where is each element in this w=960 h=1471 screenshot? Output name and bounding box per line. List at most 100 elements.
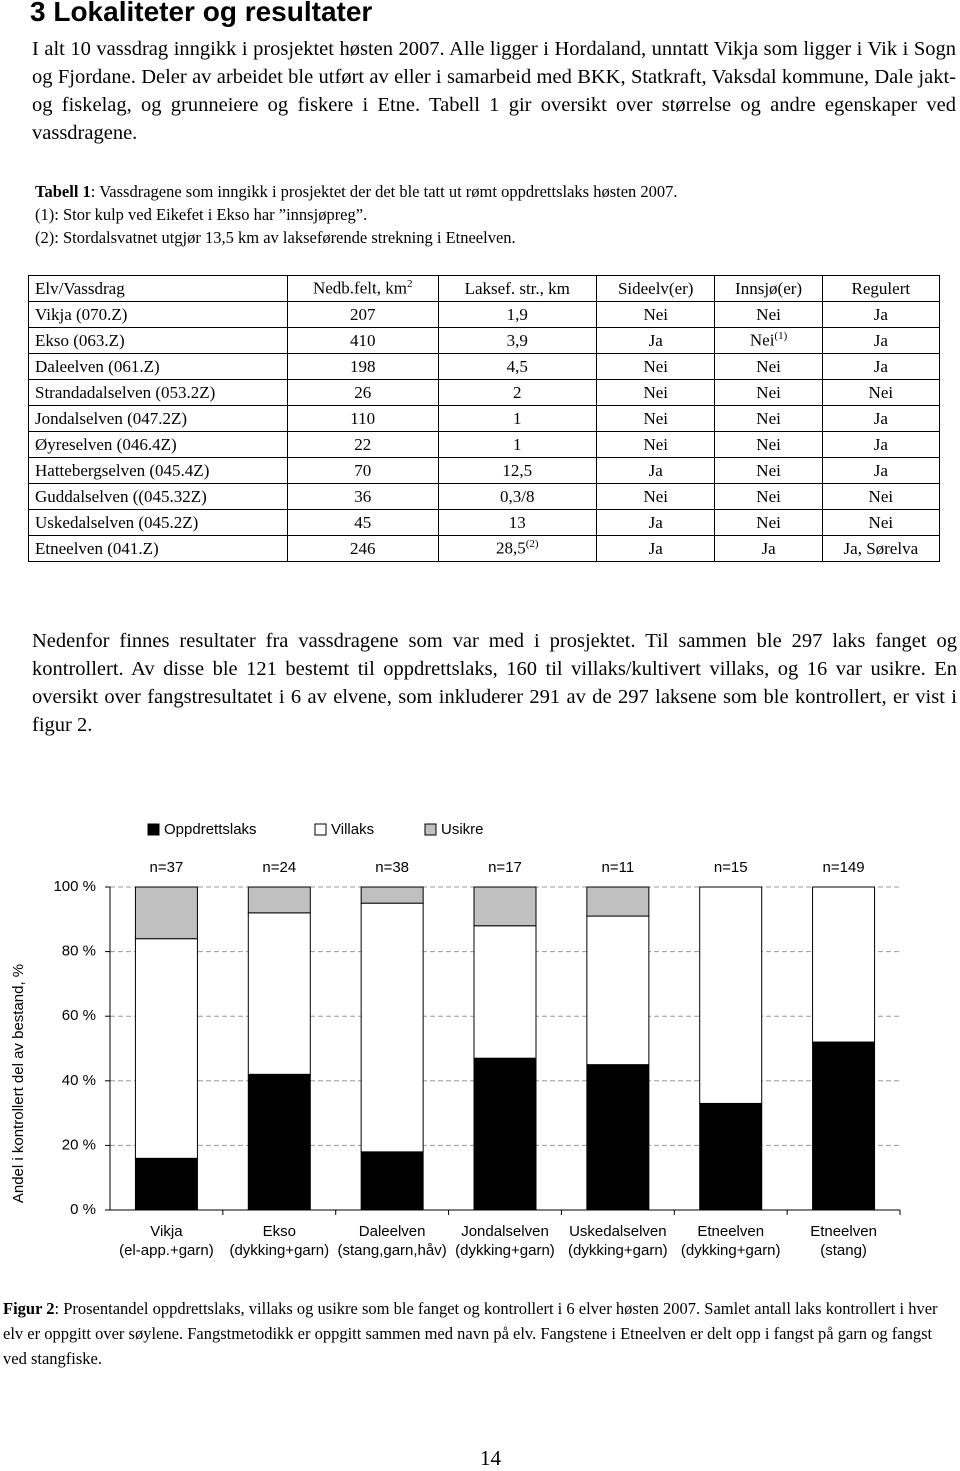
table-caption: Tabell 1: Vassdragene som inngikk i pros… xyxy=(35,180,935,249)
bar-segment xyxy=(473,1057,537,1211)
cell-text: 4,5 xyxy=(506,356,528,376)
table-cell: Elv/Vassdrag xyxy=(28,275,288,302)
table-cell: Nei xyxy=(595,405,716,432)
cell-text: Innsjø(er) xyxy=(735,278,803,298)
cell-text: Nei xyxy=(756,408,781,428)
cell-text: Ja xyxy=(873,408,888,428)
x-tick-label: Ekso xyxy=(263,1223,296,1240)
table-cell: Ja xyxy=(595,535,716,562)
table-cell: Ekso (063.Z) xyxy=(28,327,288,354)
cell-text: 70 xyxy=(354,460,372,480)
legend-label: Villaks xyxy=(331,821,374,838)
table-cell: Nei xyxy=(714,509,823,536)
legend-label: Oppdrettslaks xyxy=(164,821,257,838)
table-row: Jondalselven (047.2Z) 110 1 Nei Nei Ja xyxy=(28,405,941,432)
table-cell: 246 xyxy=(286,535,439,562)
page-number: 14 xyxy=(480,1446,501,1470)
table-row: Hattebergselven (045.4Z) 70 12,5 Ja Nei Ja xyxy=(28,457,941,484)
table-cell: Nei xyxy=(714,431,823,458)
cell-text: 198 xyxy=(349,356,376,376)
bar-segment xyxy=(473,925,537,1059)
caption-text: : Vassdragene som inngikk i prosjektet d… xyxy=(90,182,678,201)
bar-segment xyxy=(812,1041,876,1211)
table-cell: Nei xyxy=(821,483,941,510)
bar-annotation: n=15 xyxy=(714,859,748,876)
y-tick-label: 80 % xyxy=(62,943,96,960)
cell-text: Ja xyxy=(648,512,663,532)
cell-text: 26 xyxy=(354,382,372,402)
table-row: Øyreselven (046.4Z) 22 1 Nei Nei Ja xyxy=(28,431,941,458)
table-cell: Nei xyxy=(595,353,716,380)
table-cell: Etneelven (041.Z) xyxy=(28,535,288,562)
figure-text: : Prosentandel oppdrettslaks, villaks og… xyxy=(3,1299,938,1368)
figure-caption: Figur 2: Prosentandel oppdrettslaks, vil… xyxy=(3,1296,943,1371)
cell-text: Jondalselven (047.2Z) xyxy=(35,408,188,428)
heading: 3 Lokaliteter og resultater xyxy=(30,0,373,27)
table-cell: 0,3/8 xyxy=(437,483,597,510)
table-cell: Sideelv(er) xyxy=(595,275,716,302)
table-cell: Nei xyxy=(595,301,716,328)
header-row: Elv/Vassdrag Nedb.felt, km2 Laksef. str., … xyxy=(28,275,941,302)
cell-text: 45 xyxy=(354,512,372,532)
legend-swatch xyxy=(424,823,437,836)
cell-text: Ja xyxy=(761,538,776,558)
bar-segment xyxy=(247,1073,311,1211)
table-cell: 1,9 xyxy=(437,301,597,328)
bar-annotation: n=149 xyxy=(823,859,865,876)
table-cell: 36 xyxy=(286,483,439,510)
table-cell: Ja xyxy=(821,301,941,328)
table-cell: 26 xyxy=(286,379,439,406)
cell-text: Nei xyxy=(756,304,781,324)
table-cell: Nei xyxy=(714,483,823,510)
x-tick-label: (stang,garn,håv) xyxy=(338,1242,447,1259)
cell-text: Elv/Vassdrag xyxy=(35,278,125,298)
cell-text: Laksef. str., km xyxy=(464,278,570,298)
bar-segment xyxy=(134,1157,198,1211)
bar-segment xyxy=(586,1064,650,1211)
cell-text: Nei xyxy=(868,486,894,506)
cell-text: Daleelven (061.Z) xyxy=(35,356,160,376)
cell-text: Nei xyxy=(756,486,781,506)
table-cell: Ja xyxy=(821,353,941,380)
x-tick-label: (dykking+garn) xyxy=(455,1242,555,1259)
table-cell: 4,5 xyxy=(437,353,597,380)
cell-text: Nei xyxy=(756,382,781,402)
x-tick-label: (stang) xyxy=(820,1242,867,1259)
table-cell: Ja xyxy=(821,431,941,458)
table-cell: Øyreselven (046.4Z) xyxy=(28,431,288,458)
bar-segment xyxy=(247,912,311,1075)
table-cell: 410 xyxy=(286,327,439,354)
x-tick-label: Etneelven xyxy=(697,1223,764,1240)
x-tick-label: Vikja xyxy=(150,1223,183,1240)
cell-text: Ja xyxy=(873,460,888,480)
table-cell: Ja xyxy=(821,457,941,484)
cell-text: Ja, Sørelva xyxy=(843,538,919,558)
cell-text: Sideelv(er) xyxy=(617,278,694,298)
bar-segment xyxy=(586,915,650,1066)
bar-annotation: n=38 xyxy=(375,859,409,876)
caption-note: (1): Stor kulp ved Eikefet i Ekso har ”i… xyxy=(35,205,368,224)
table-cell: Ja xyxy=(595,457,716,484)
cell-text: 22 xyxy=(354,434,372,454)
table-cell: Ja xyxy=(821,405,941,432)
table-cell: 207 xyxy=(286,301,439,328)
table-row: Ekso (063.Z) 410 3,9 Ja Nei(1) Ja xyxy=(28,327,941,354)
y-tick-label: 0 % xyxy=(70,1201,96,1218)
cell-text: 1 xyxy=(512,408,522,428)
x-tick-label: (el-app.+garn) xyxy=(119,1242,214,1259)
cell-text: Ja xyxy=(648,330,663,350)
cell-text: 28,5 xyxy=(495,538,526,558)
table-cell: Ja xyxy=(714,535,823,562)
chart: 0 % 20 % 40 % 60 % 80 % 100 % Andel i kontroll… xyxy=(10,821,901,1259)
table-row: Guddalselven ((045.32Z) 36 0,3/8 Nei Nei Nei xyxy=(28,483,941,510)
table-cell: 3,9 xyxy=(437,327,597,354)
y-tick-label: 20 % xyxy=(62,1136,96,1153)
cell-text: 12,5 xyxy=(502,460,533,480)
cell-text: Ja xyxy=(873,330,888,350)
results-paragraph: Nedenfor finnes resultater fra vassdrage… xyxy=(32,630,957,736)
cell-text: Etneelven (041.Z) xyxy=(35,538,159,558)
bar-segment xyxy=(134,938,198,1159)
bar-annotation: n=17 xyxy=(488,859,522,876)
table-row: Etneelven (041.Z) 246 28,5(2) Ja Ja Ja, Sørel… xyxy=(28,535,941,562)
